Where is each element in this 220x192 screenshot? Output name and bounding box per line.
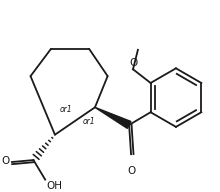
Text: OH: OH [46,180,62,190]
Text: O: O [129,58,137,68]
Text: O: O [127,166,135,176]
Text: O: O [2,156,10,166]
Text: or1: or1 [82,117,95,126]
Text: or1: or1 [60,105,72,114]
Polygon shape [95,107,131,128]
